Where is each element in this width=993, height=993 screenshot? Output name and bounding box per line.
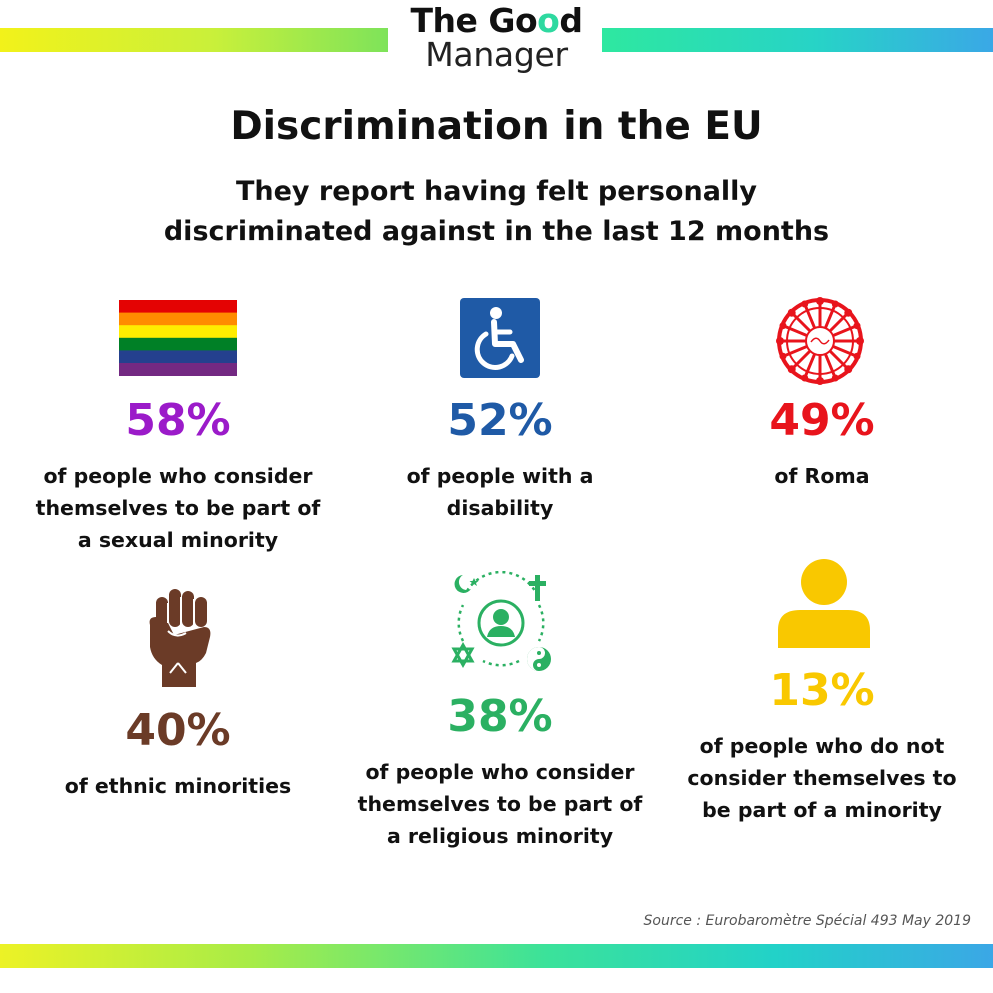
stat-description: of people who do not consider themselves… (664, 730, 980, 826)
top-right-gradient-bar (602, 28, 993, 52)
desc-line: a religious minority (386, 824, 614, 848)
wheelchair-icon (460, 298, 540, 378)
desc-line: of Roma (774, 464, 870, 488)
desc-line: of people who consider (43, 464, 313, 488)
stat-percent: 40% (125, 705, 231, 756)
subtitle-line-1: They report having felt personally (235, 176, 758, 207)
logo-text-suffix: d (559, 1, 583, 40)
stat-description: of Roma (664, 460, 980, 492)
desc-line: be part of a minority (702, 798, 942, 822)
stat-roma: 49% of Roma (664, 396, 980, 492)
stat-percent: 58% (125, 395, 231, 446)
religious-symbols-icon (451, 571, 551, 671)
top-left-gradient-bar (0, 28, 388, 52)
stat-description: of people who consider themselves to be … (342, 756, 658, 852)
rainbow-flag-icon (119, 300, 237, 376)
bottom-gradient-bar (0, 944, 993, 968)
stat-percent: 38% (447, 691, 553, 742)
page-subtitle: They report having felt personally discr… (0, 172, 993, 252)
stat-description: of people with a disability (342, 460, 658, 524)
logo-green-o: o (537, 1, 560, 40)
stat-percent: 13% (769, 665, 875, 716)
stat-religious-minority: 38% of people who consider themselves to… (342, 692, 658, 852)
stat-sexual-minority: 58% of people who consider themselves to… (20, 396, 336, 556)
desc-line: of people who consider (365, 760, 635, 784)
desc-line: disability (446, 496, 554, 520)
stat-ethnic-minorities: 40% of ethnic minorities (20, 706, 336, 802)
stat-percent: 49% (769, 395, 875, 446)
stat-description: of people who consider themselves to be … (20, 460, 336, 556)
logo-line1: The Good (400, 4, 593, 37)
source-citation: Source : Eurobaromètre Spécial 493 May 2… (643, 913, 971, 929)
romani-chakra-icon (776, 297, 864, 385)
stat-non-minority: 13% of people who do not consider themse… (664, 666, 980, 826)
logo: The Good Manager (400, 4, 593, 71)
person-icon (778, 559, 870, 648)
subtitle-line-2: discriminated against in the last 12 mon… (163, 216, 830, 247)
desc-line: of ethnic minorities (64, 774, 292, 798)
stat-percent: 52% (447, 395, 553, 446)
desc-line: consider themselves to (687, 766, 957, 790)
desc-line: of people who do not (699, 734, 945, 758)
logo-line2: Manager (425, 35, 568, 74)
logo-text-prefix: The Go (410, 1, 538, 40)
desc-line: themselves to be part of (35, 496, 321, 520)
page-title: Discrimination in the EU (230, 104, 763, 149)
desc-line: of people with a (406, 464, 594, 488)
stat-disability: 52% of people with a disability (342, 396, 658, 524)
stat-description: of ethnic minorities (20, 770, 336, 802)
desc-line: themselves to be part of (357, 792, 643, 816)
raised-fist-icon (149, 589, 211, 687)
desc-line: a sexual minority (77, 528, 279, 552)
